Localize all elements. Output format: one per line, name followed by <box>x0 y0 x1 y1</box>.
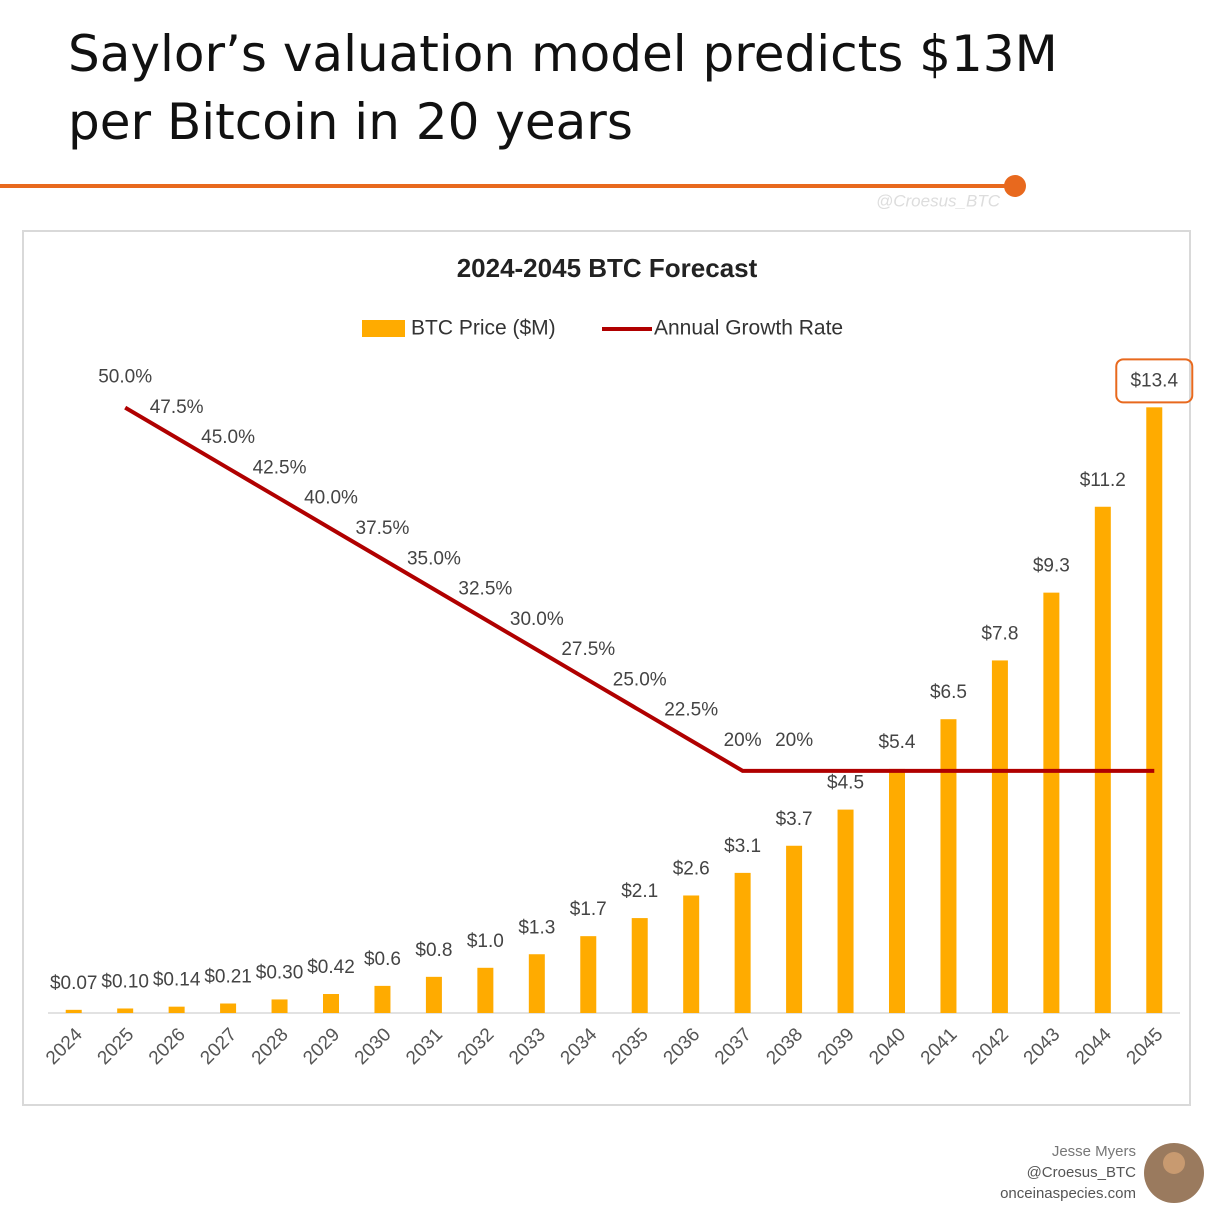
data-label: $7.8 <box>981 623 1018 644</box>
data-label: $3.7 <box>776 809 813 830</box>
bar <box>220 1003 237 1013</box>
watermark: @Croesus_BTC <box>876 191 1001 210</box>
data-label: $3.1 <box>724 836 761 857</box>
data-label: $0.30 <box>256 962 304 983</box>
data-label: 37.5% <box>356 518 410 539</box>
data-label: 50.0% <box>98 367 152 388</box>
bar <box>580 936 597 1013</box>
data-label: $0.6 <box>364 949 401 970</box>
data-label: 20% <box>724 730 762 751</box>
bar <box>786 845 803 1013</box>
data-label: $5.4 <box>879 732 916 753</box>
data-label: 45.0% <box>201 427 255 448</box>
bar <box>940 719 957 1013</box>
footer-handle: @Croesus_BTC <box>1027 1164 1137 1181</box>
data-label: $9.3 <box>1033 556 1070 577</box>
bar <box>837 809 854 1013</box>
data-label: $0.07 <box>50 973 98 994</box>
bar <box>65 1009 82 1013</box>
data-label: $0.21 <box>204 967 252 988</box>
bar <box>991 660 1008 1013</box>
data-label: 32.5% <box>458 579 512 600</box>
legend-label: BTC Price ($M) <box>411 317 556 340</box>
footer-name: Jesse Myers <box>1052 1143 1136 1160</box>
footer-site: onceinaspecies.com <box>1000 1185 1136 1202</box>
bar <box>1146 407 1163 1013</box>
legend-swatch <box>362 320 405 337</box>
data-label: $13.4 <box>1130 370 1178 391</box>
data-label: $2.6 <box>673 858 710 879</box>
bar <box>374 985 391 1013</box>
data-label: $0.42 <box>307 957 355 978</box>
bar <box>528 954 545 1013</box>
bar <box>323 994 339 1013</box>
bar <box>631 918 648 1013</box>
data-label: 40.0% <box>304 488 358 509</box>
data-label: 20% <box>775 730 813 751</box>
bar <box>477 967 494 1013</box>
data-label: $0.8 <box>415 940 452 961</box>
bar <box>1094 506 1111 1013</box>
bar <box>168 1006 185 1013</box>
data-label: $6.5 <box>930 682 967 703</box>
data-label: $1.0 <box>467 931 504 952</box>
data-label: $0.14 <box>153 970 201 991</box>
bar <box>425 976 442 1013</box>
data-label: $1.3 <box>518 917 555 938</box>
bar <box>889 768 905 1013</box>
data-label: 25.0% <box>613 669 667 690</box>
data-label: 27.5% <box>561 639 615 660</box>
highlight-box <box>1115 358 1194 404</box>
data-label: $4.5 <box>827 773 864 794</box>
divider-dot <box>1004 175 1026 197</box>
bar <box>683 895 700 1013</box>
avatar-detail <box>1163 1152 1185 1174</box>
bar <box>734 872 751 1013</box>
data-label: 42.5% <box>253 457 307 478</box>
bar <box>271 999 288 1013</box>
data-label: $11.2 <box>1080 470 1126 491</box>
bar <box>117 1008 134 1013</box>
chart-title: 2024-2045 BTC Forecast <box>457 253 758 283</box>
legend-label: Annual Growth Rate <box>654 317 843 340</box>
data-label: 22.5% <box>664 700 718 721</box>
line <box>124 405 1155 773</box>
data-label: 47.5% <box>150 397 204 418</box>
bar <box>1043 592 1060 1013</box>
data-label: $0.10 <box>101 971 149 992</box>
data-label: $2.1 <box>621 881 658 902</box>
data-label: 35.0% <box>407 548 461 569</box>
data-label: 30.0% <box>510 609 564 630</box>
data-label: $1.7 <box>570 899 607 920</box>
page-title: Saylor’s valuation model predicts $13M p… <box>68 25 1058 151</box>
